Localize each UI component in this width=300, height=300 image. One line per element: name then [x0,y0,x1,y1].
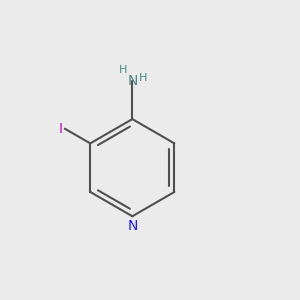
Text: I: I [58,122,62,136]
Text: H: H [139,74,148,83]
Text: N: N [127,74,137,88]
Text: H: H [119,64,128,75]
Text: N: N [127,219,137,232]
